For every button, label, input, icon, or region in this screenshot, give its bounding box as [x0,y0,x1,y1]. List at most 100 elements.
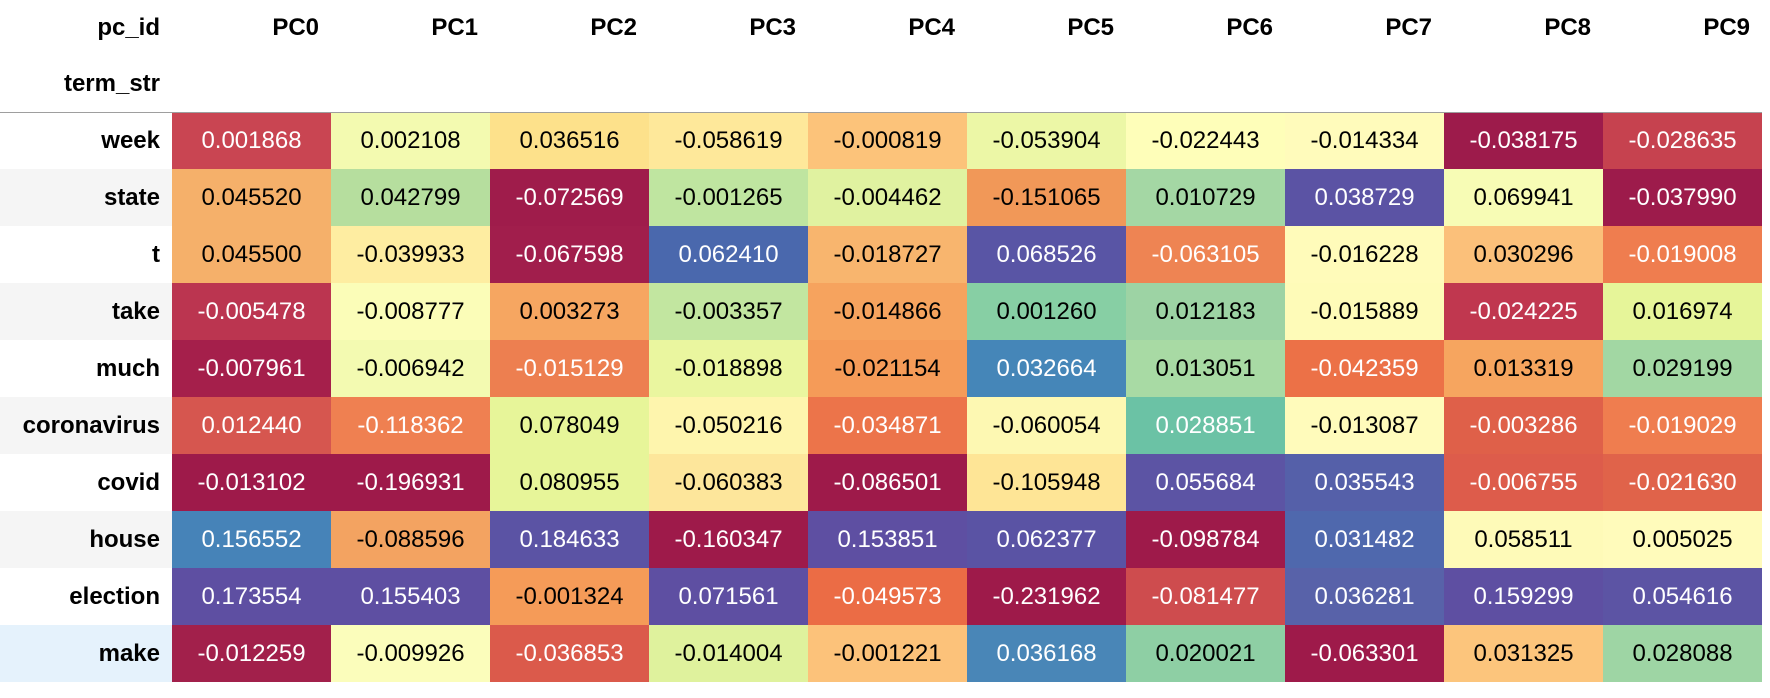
row-label: week [101,126,160,154]
table-cell: -0.014004 [649,625,808,682]
table-cell: -0.006942 [331,340,490,397]
table-cell: -0.009926 [331,625,490,682]
table-cell: 0.032664 [967,340,1126,397]
row-label: coronavirus [0,397,172,454]
table-cell: 0.080955 [490,454,649,511]
table-row: make -0.012259 -0.009926 -0.036853 -0.014004… [0,625,1762,682]
table-cell: 0.005025 [1603,511,1762,568]
table-cell: 0.045500 [172,226,331,283]
table-cell: -0.063105 [1126,226,1285,283]
row-label: take [0,283,172,340]
table-cell: 0.184633 [490,511,649,568]
table-cell: -0.086501 [808,454,967,511]
table-cell: 0.038729 [1285,169,1444,226]
column-header-pc8: PC8 [1544,14,1591,41]
table-cell: -0.034871 [808,397,967,454]
row-label: election [69,582,160,610]
table-cell: -0.012259 [172,625,331,682]
table-cell: -0.024225 [1444,283,1603,340]
table-cell: 0.036168 [967,625,1126,682]
table-cell: -0.001324 [490,568,649,625]
table-cell: -0.015889 [1285,283,1444,340]
table-cell: -0.118362 [331,397,490,454]
table-cell: -0.006755 [1444,454,1603,511]
table-row: take -0.005478 -0.008777 0.003273 -0.003357-… [0,283,1762,340]
table-cell: 0.012440 [172,397,331,454]
table-cell: 0.069941 [1444,169,1603,226]
table-cell: 0.159299 [1444,568,1603,625]
table-cell: 0.028088 [1603,625,1762,682]
table-cell: -0.001221 [808,625,967,682]
table-cell: 0.156552 [172,511,331,568]
table-cell: -0.016228 [1285,226,1444,283]
table-cell: 0.020021 [1126,625,1285,682]
table-cell: 0.016974 [1603,283,1762,340]
table-cell: -0.049573 [808,568,967,625]
table-cell: 0.042799 [331,169,490,226]
table-body: week 0.001868 0.002108 0.036516 -0.058619 -0.… [0,112,1762,682]
table-cell: 0.001260 [967,283,1126,340]
table-cell: 0.155403 [331,568,490,625]
row-label: covid [97,468,160,496]
table-cell: -0.050216 [649,397,808,454]
column-header-pc6: PC6 [1226,14,1273,41]
table-row: much -0.007961 -0.006942 -0.015129 -0.018898… [0,340,1762,397]
table-cell: -0.039933 [331,226,490,283]
column-header-pc1: PC1 [431,14,478,41]
table-row: covid -0.013102 -0.196931 0.080955 -0.060383… [0,454,1762,511]
table-row: t 0.045500 -0.039933 -0.067598 0.062410 -0.01… [0,226,1762,283]
table-cell: 0.058511 [1444,511,1603,568]
table-cell: -0.196931 [331,454,490,511]
table-cell: -0.036853 [490,625,649,682]
table-row: week 0.001868 0.002108 0.036516 -0.058619 -0.… [0,112,1762,169]
table-cell: 0.003273 [490,283,649,340]
table-cell: -0.018727 [808,226,967,283]
table-cell: -0.014334 [1285,112,1444,169]
table-row: state 0.045520 0.042799 -0.072569 -0.001265-… [0,169,1762,226]
table-cell: -0.042359 [1285,340,1444,397]
table-cell: -0.019029 [1603,397,1762,454]
column-header-pc2: PC2 [590,14,637,41]
column-header-pc3: PC3 [749,14,796,41]
row-index-name-header: term_str [0,56,172,113]
table-cell: -0.037990 [1603,169,1762,226]
table-cell: -0.060054 [967,397,1126,454]
table-cell: 0.078049 [490,397,649,454]
column-header-pc0: PC0 [272,14,319,41]
table-cell: -0.231962 [967,568,1126,625]
column-header-pc5: PC5 [1067,14,1114,41]
row-label: state [0,169,172,226]
table-row: election 0.173554 0.155403 -0.001324 0.07156… [0,568,1762,625]
table-cell: 0.036516 [490,112,649,169]
table-cell: -0.098784 [1126,511,1285,568]
table-cell: 0.173554 [172,568,331,625]
column-header-pc4: PC4 [908,14,955,41]
row-label: house [0,511,172,568]
table-cell: 0.013051 [1126,340,1285,397]
table-cell: -0.013087 [1285,397,1444,454]
table-cell: -0.019008 [1603,226,1762,283]
table-cell: 0.031482 [1285,511,1444,568]
table-cell: 0.062410 [649,226,808,283]
table-cell: 0.062377 [967,511,1126,568]
table-cell: -0.005478 [172,283,331,340]
table-cell: -0.151065 [967,169,1126,226]
table-cell: -0.000819 [808,112,967,169]
table-cell: -0.105948 [967,454,1126,511]
table-cell: 0.071561 [649,568,808,625]
table-cell: -0.014866 [808,283,967,340]
table-cell: 0.012183 [1126,283,1285,340]
table-cell: 0.035543 [1285,454,1444,511]
table-cell: 0.045520 [172,169,331,226]
pca-loadings-table: pc_id PC0 PC1 PC2 PC3 PC4 PC5 PC6 PC7 PC… [0,0,1762,682]
row-label: make [0,625,172,682]
table-cell: -0.058619 [649,112,808,169]
table-cell: -0.088596 [331,511,490,568]
table-cell: -0.007961 [172,340,331,397]
row-label: much [95,354,160,382]
table-cell: 0.010729 [1126,169,1285,226]
table-cell: -0.072569 [490,169,649,226]
table-header: pc_id PC0 PC1 PC2 PC3 PC4 PC5 PC6 PC7 PC… [0,0,1762,113]
table-cell: 0.001868 [172,112,331,169]
table-cell: 0.153851 [808,511,967,568]
